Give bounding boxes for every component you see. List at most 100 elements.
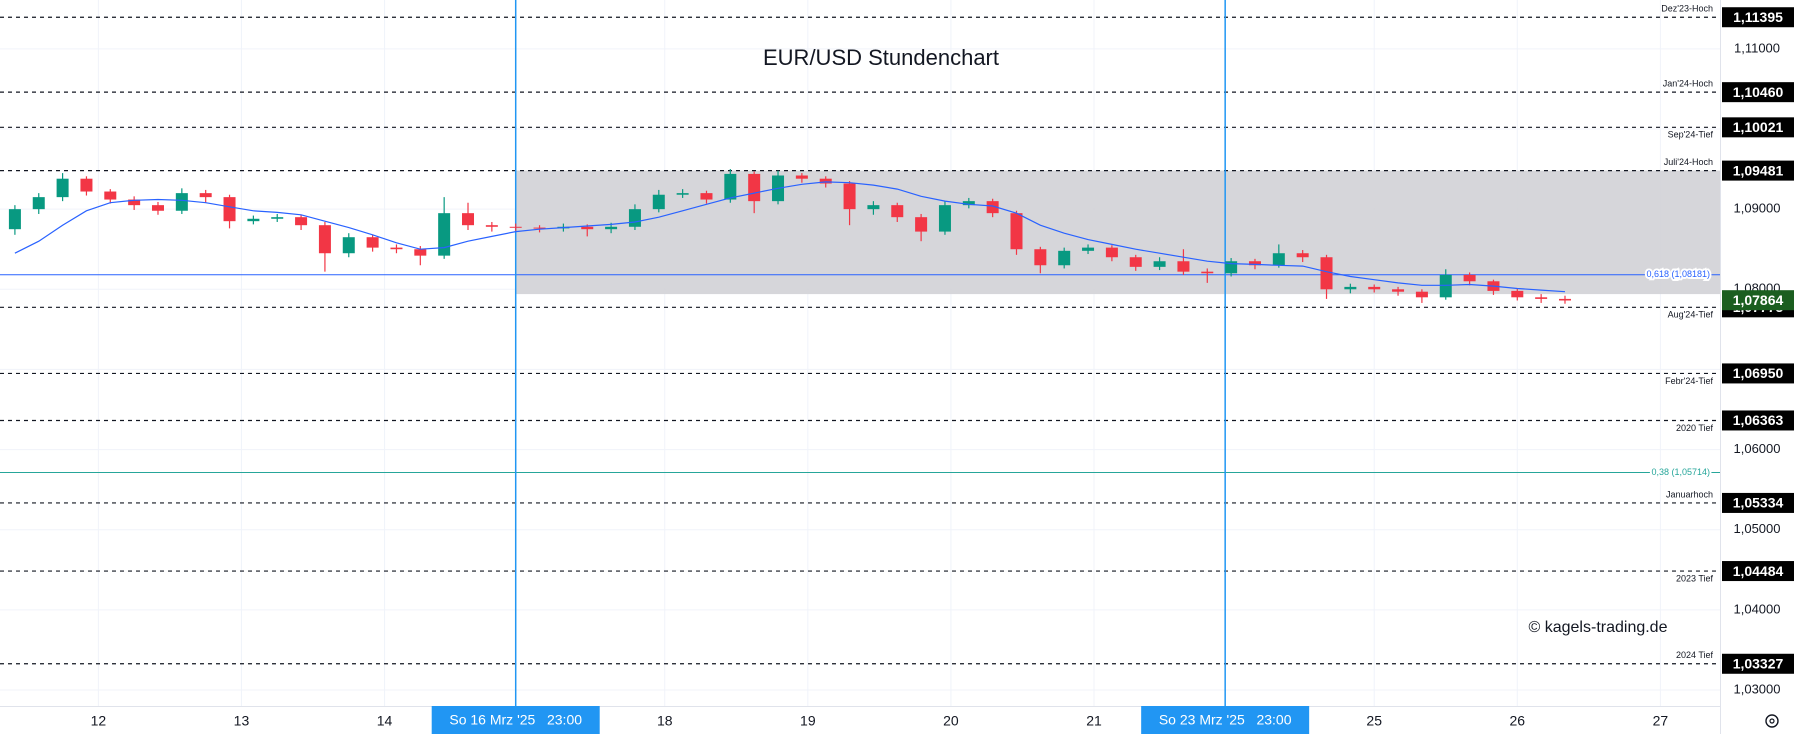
candle-body bbox=[986, 201, 999, 214]
candle-body bbox=[1105, 247, 1118, 258]
moving-average bbox=[14, 181, 1566, 293]
candle-body bbox=[1511, 290, 1524, 298]
marker-label: So 16 Mrz '25 23:00 bbox=[449, 712, 582, 728]
last-price-label: 1,07864 bbox=[1733, 292, 1784, 308]
candle-body bbox=[295, 217, 308, 226]
price-box bbox=[1722, 82, 1794, 103]
candle-body bbox=[581, 226, 594, 230]
price-box bbox=[1722, 492, 1794, 513]
level-layer: 0,618 (1,08181) 0,38 (1,05714) bbox=[0, 0, 1720, 706]
x-tick-label: 19 bbox=[800, 713, 816, 729]
x-tick-label: 26 bbox=[1510, 713, 1526, 729]
price-box-label: 1,03327 bbox=[1733, 655, 1784, 671]
candle-body bbox=[1368, 286, 1381, 290]
x-tick-label: 27 bbox=[1653, 713, 1669, 729]
fib-label: 0,38 (1,05714) bbox=[1651, 467, 1710, 477]
candle-body bbox=[1153, 261, 1166, 267]
candle-body bbox=[104, 191, 117, 200]
x-tick-label: 25 bbox=[1366, 713, 1382, 729]
candle-body bbox=[509, 226, 522, 228]
zone-layer bbox=[515, 170, 1720, 295]
candle-body bbox=[1558, 298, 1571, 301]
candle-body bbox=[605, 226, 618, 230]
price-box-label: 1,10460 bbox=[1733, 84, 1784, 100]
watermark: © kagels-trading.de bbox=[1529, 619, 1668, 636]
candle-body bbox=[700, 193, 713, 200]
price-box-label: 1,09481 bbox=[1733, 162, 1784, 178]
price-box bbox=[1722, 117, 1794, 138]
candle-body bbox=[843, 183, 856, 210]
price-box-label: 1,04484 bbox=[1733, 563, 1784, 579]
candle-body bbox=[962, 201, 975, 206]
candle-body bbox=[271, 217, 284, 219]
level-label: 2020 Tief bbox=[1676, 423, 1714, 433]
candle-body bbox=[485, 225, 498, 227]
level-label: Jan'24-Hoch bbox=[1663, 79, 1713, 89]
candle-body bbox=[56, 178, 69, 198]
candle-body bbox=[1535, 297, 1548, 299]
price-box bbox=[1722, 160, 1794, 181]
candle-body bbox=[533, 227, 546, 229]
candle-body bbox=[1010, 213, 1023, 250]
marker-label-box bbox=[1141, 706, 1310, 734]
candle-body bbox=[1058, 250, 1071, 266]
candle-body bbox=[223, 197, 236, 222]
price-box-label: 1,10021 bbox=[1733, 119, 1784, 135]
settings-icon-core[interactable] bbox=[1769, 718, 1775, 724]
candle-body bbox=[628, 209, 641, 227]
candle-body bbox=[1296, 253, 1309, 258]
candle-body bbox=[1415, 291, 1428, 298]
y-tick-label: 1,05000 bbox=[1734, 521, 1781, 536]
price-box-label: 1,05334 bbox=[1733, 495, 1784, 511]
x-tick-label: 13 bbox=[234, 713, 250, 729]
price-box bbox=[1722, 561, 1794, 582]
candle-body bbox=[891, 205, 904, 218]
candle-body bbox=[652, 194, 665, 210]
price-box-label: 1,06363 bbox=[1733, 412, 1784, 428]
candle-body bbox=[1082, 247, 1095, 251]
candle-body bbox=[1177, 261, 1190, 272]
price-box-label: 1,11395 bbox=[1733, 9, 1783, 25]
settings-icon[interactable] bbox=[1765, 714, 1779, 728]
level-label: Januarhoch bbox=[1666, 489, 1713, 499]
candle-body bbox=[414, 249, 427, 256]
candle-body bbox=[8, 209, 21, 230]
candle-body bbox=[1129, 257, 1142, 267]
candle-body bbox=[342, 237, 355, 254]
x-tick-label: 14 bbox=[377, 713, 393, 729]
y-tick-label: 1,06000 bbox=[1734, 441, 1781, 456]
x-tick-label: 20 bbox=[943, 713, 959, 729]
candle-body bbox=[915, 217, 928, 232]
candle-body bbox=[247, 218, 260, 222]
price-box-label: 1,06950 bbox=[1733, 365, 1784, 381]
level-label: Dez'23-Hoch bbox=[1661, 4, 1713, 14]
candle-body bbox=[724, 173, 737, 200]
candle-body bbox=[1463, 274, 1476, 282]
candle-body bbox=[1248, 261, 1261, 266]
chart-title: EUR/USD Stundenchart bbox=[763, 45, 999, 70]
level-label: Febr'24-Tief bbox=[1665, 376, 1713, 386]
candle-body bbox=[1201, 271, 1214, 274]
axis-layer: 1,030001,040001,050001,060001,070001,080… bbox=[91, 4, 1794, 734]
candle-body bbox=[795, 175, 808, 179]
candle-body bbox=[819, 178, 832, 184]
candle-body bbox=[1392, 289, 1405, 292]
candle-body bbox=[199, 193, 212, 198]
candle-layer bbox=[8, 169, 1571, 304]
candle-body bbox=[366, 237, 379, 248]
candle-body bbox=[32, 197, 45, 210]
y-tick-label: 1,04000 bbox=[1734, 601, 1781, 616]
candle-body bbox=[80, 178, 93, 192]
candle-body bbox=[151, 205, 164, 211]
fib-label: 0,618 (1,08181) bbox=[1646, 269, 1710, 279]
candle-body bbox=[462, 213, 475, 226]
x-tick-label: 18 bbox=[657, 713, 673, 729]
settings-icon-ring[interactable] bbox=[1765, 714, 1779, 728]
price-box bbox=[1722, 363, 1794, 384]
level-label: 2024 Tief bbox=[1676, 650, 1714, 660]
x-tick-label: 21 bbox=[1086, 713, 1102, 729]
y-tick-label: 1,03000 bbox=[1734, 681, 1781, 696]
